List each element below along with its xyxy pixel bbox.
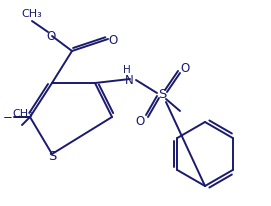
Text: −: −	[3, 111, 13, 124]
Text: CH₃: CH₃	[12, 109, 33, 118]
Text: N: N	[125, 74, 133, 87]
Text: O: O	[180, 62, 190, 75]
Text: CH₃: CH₃	[22, 9, 42, 19]
Text: S: S	[158, 88, 166, 101]
Text: H: H	[123, 65, 131, 75]
Text: S: S	[48, 149, 56, 162]
Text: O: O	[46, 29, 56, 42]
Text: O: O	[136, 115, 145, 128]
Text: O: O	[108, 33, 118, 46]
